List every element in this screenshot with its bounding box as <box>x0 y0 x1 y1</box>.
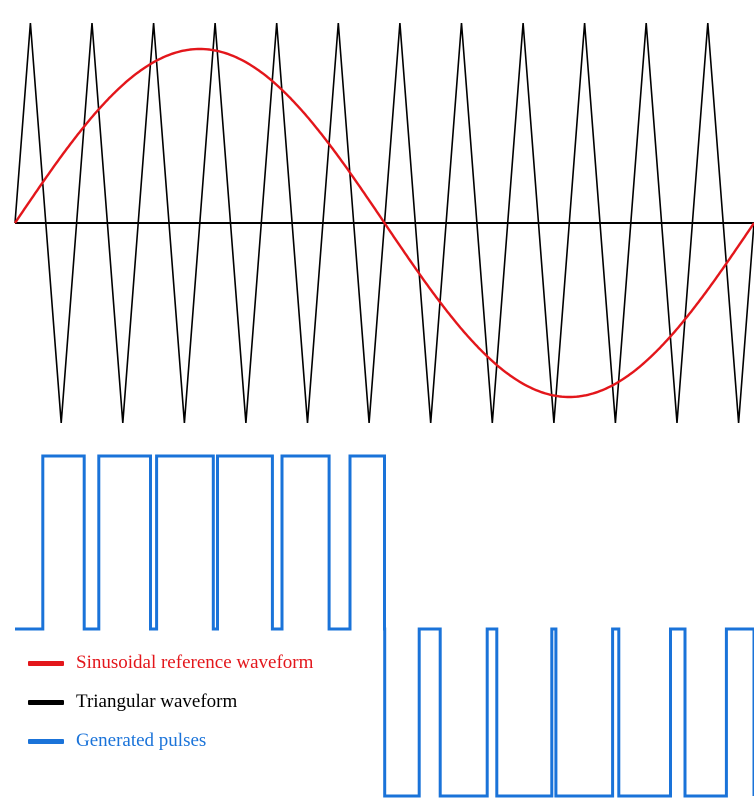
legend-item-reference: Sinusoidal reference waveform <box>28 650 313 676</box>
legend-label-carrier: Triangular waveform <box>76 691 238 712</box>
legend-label-reference: Sinusoidal reference waveform <box>76 652 314 673</box>
pulses-plot <box>15 454 754 798</box>
legend-label-pulses: Generated pulses <box>76 730 207 751</box>
legend: Sinusoidal reference waveform Triangular… <box>28 650 313 767</box>
legend-swatch-reference <box>28 660 64 666</box>
legend-swatch-carrier <box>28 699 64 705</box>
legend-item-pulses: Generated pulses <box>28 728 313 754</box>
comparison-plot <box>14 22 754 424</box>
generated-pulses-line <box>15 454 754 798</box>
legend-swatch-pulses <box>28 738 64 744</box>
legend-item-carrier: Triangular waveform <box>28 689 313 715</box>
sinusoidal-reference-line <box>14 47 754 399</box>
